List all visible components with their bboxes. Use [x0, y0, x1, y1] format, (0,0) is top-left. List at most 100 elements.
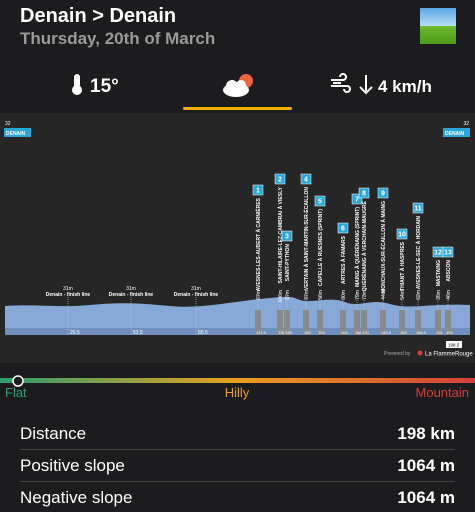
sector-name: SAINT-HILAIRE-LEZ-CAMBRAI À VIESLY: [277, 186, 284, 283]
altitude: 54m: [400, 290, 406, 300]
km: 191: [436, 330, 443, 335]
brand-icon: [417, 350, 423, 356]
sector-number: 3: [285, 234, 289, 241]
difficulty-label: Mountain: [416, 385, 469, 400]
sector-band: [317, 310, 323, 335]
place-tag: [4, 128, 31, 137]
sector-band: [354, 310, 360, 335]
weather-image: [420, 8, 456, 44]
credits: Powered by: [384, 351, 411, 357]
sector-number: 1: [256, 188, 260, 195]
difficulty-bar: [0, 378, 475, 383]
sector-name: AVESNES-LES-AUBERT À CARNIÈRES: [254, 197, 262, 291]
sector-number-tag: [412, 202, 424, 214]
route-title: Denain > Denain: [20, 5, 177, 27]
km: 186.5: [416, 330, 427, 335]
stat-label: Positive slope: [20, 455, 125, 475]
sector-number: 6: [341, 226, 345, 233]
sector-name: CAPELLE À RUESNES (SPRINT): [317, 209, 324, 286]
place-name: DENAIN: [6, 131, 26, 137]
weather-icon: [223, 74, 253, 97]
wind-icon: [331, 73, 373, 95]
sector-band: [380, 310, 386, 335]
km: 180.5: [381, 330, 392, 335]
altitude: 31m: [63, 286, 73, 292]
altitude: 73m: [362, 290, 368, 300]
altitude: 32: [5, 121, 11, 127]
altitude: 97m: [304, 290, 310, 300]
stat-value: 198 km: [397, 423, 455, 443]
stat-row: Distance 198 km: [20, 418, 455, 450]
sector-band: [435, 310, 441, 335]
sector-name: QUÉRÉNAING À VERCHAIN-MAUGRÉ: [360, 200, 368, 291]
sector-band: [399, 310, 405, 335]
altitude: 87m: [285, 290, 291, 300]
temperature: 15°: [90, 76, 119, 97]
km: 139: [285, 330, 292, 335]
sector-number-tag: [358, 187, 370, 199]
altitude: 79m: [355, 290, 361, 300]
sector-band: [445, 310, 451, 335]
sector-band: [340, 310, 346, 335]
km: 136.5: [278, 330, 289, 335]
sector-number: 12: [434, 250, 442, 257]
stat-row: Negative slope 1064 m: [20, 482, 455, 512]
sector-band: [255, 310, 261, 335]
sector-number: 4: [304, 177, 308, 184]
altitude: 67m: [256, 290, 262, 300]
sector-number: 5: [318, 199, 322, 206]
altitude: 35m: [436, 290, 442, 300]
km: 26.5: [70, 330, 80, 336]
sector-number-tag: [314, 195, 326, 207]
sector-name: ARTRES À FAMARS: [340, 235, 347, 284]
altitude: 106m: [278, 290, 284, 303]
altitude: 62m: [416, 290, 422, 300]
passage-label: Denain - finish line: [174, 292, 219, 298]
altitude: 32: [463, 121, 469, 127]
sector-number: 11: [414, 206, 422, 213]
sector-band: [415, 310, 421, 335]
sector-name: AVESNES-LE-SEC À HORDAIN: [415, 216, 422, 290]
place-tag: [443, 128, 470, 137]
passage-label: Denain - finish line: [109, 292, 154, 298]
stat-label: Distance: [20, 423, 87, 443]
km: 154: [318, 330, 325, 335]
km: 183: [400, 330, 407, 335]
sector-number-tag: [337, 222, 349, 234]
place-name: DENAIN: [445, 131, 465, 137]
sector-number-tag: [377, 187, 389, 199]
sector-number: 13: [444, 250, 452, 257]
difficulty-label: Flat: [5, 385, 27, 400]
km: 164: [341, 330, 348, 335]
km: 127.5: [256, 330, 267, 335]
km: 80.5: [198, 330, 208, 336]
km: 150: [304, 330, 311, 335]
brand: La FlammeRouge: [425, 352, 473, 358]
difficulty-marker: [12, 375, 24, 387]
sector-name: THIANT À HASPRES: [399, 241, 406, 291]
passage-label: Denain - finish line: [46, 292, 91, 298]
km: 170: [362, 330, 369, 335]
km-tag: [446, 341, 462, 348]
sector-number-tag: [274, 173, 286, 185]
altitude: 80m: [341, 290, 347, 300]
sector-band: [303, 310, 309, 335]
sector-number-tag: [396, 228, 408, 240]
sector-number-tag: [442, 246, 454, 258]
wind-speed: 4 km/h: [378, 77, 432, 96]
profile-base: [5, 328, 470, 335]
sector-number: 9: [381, 191, 385, 198]
sector-name: MAING À QUÉRÉNAING (SPRINT): [353, 207, 361, 287]
tab-indicator: [183, 107, 292, 110]
altitude: 56m: [318, 290, 324, 300]
sector-name: VERTAIN À SAINT-MARTIN-SUR-ÉCAILLON: [302, 187, 310, 291]
sector-number: 7: [355, 197, 359, 204]
difficulty-label: Hilly: [225, 385, 250, 400]
sector-name: MASTAING: [436, 260, 442, 286]
km: 168: [355, 330, 362, 335]
thermometer-icon: [72, 74, 82, 95]
stat-row: Positive slope 1064 m: [20, 450, 455, 482]
km: 198.5: [448, 343, 460, 348]
altitude: 31m: [126, 286, 136, 292]
